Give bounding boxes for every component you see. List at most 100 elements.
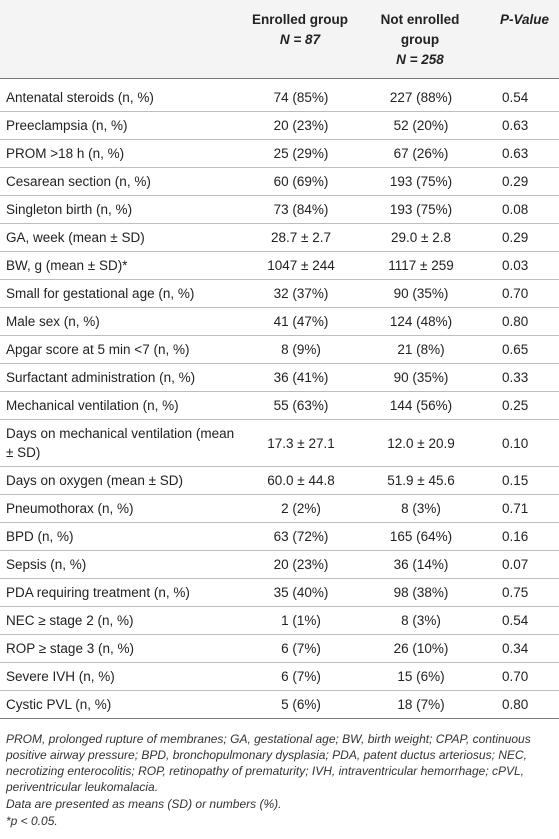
cell-enrolled: 8 (9%) <box>240 335 360 364</box>
row-label: Mechanical ventilation (n, %) <box>0 391 240 420</box>
cell-enrolled: 32 (37%) <box>240 279 360 308</box>
header-not-enrolled-n: N = 258 <box>396 52 444 67</box>
table-row: BPD (n, %) 63 (72%) 165 (64%) 0.16 <box>0 522 559 551</box>
table-row: Sepsis (n, %) 20 (23%) 36 (14%) 0.07 <box>0 550 559 579</box>
table-row: Male sex (n, %) 41 (47%) 124 (48%) 0.80 <box>0 307 559 336</box>
table-row: PDA requiring treatment (n, %) 35 (40%) 98… <box>0 578 559 607</box>
cell-enrolled: 35 (40%) <box>240 578 360 607</box>
footnote-significance: *p < 0.05. <box>6 814 58 828</box>
cell-p-value: 0.29 <box>480 167 559 196</box>
header-enrolled-n: N = 87 <box>279 32 321 47</box>
table-row: Antenatal steroids (n, %) 74 (85%) 227 (88… <box>0 78 559 112</box>
cell-enrolled: 63 (72%) <box>240 522 360 551</box>
header-p-value-label: P-Value <box>500 12 550 27</box>
cell-not-enrolled: 124 (48%) <box>360 307 480 336</box>
row-label: Days on mechanical ventilation (mean ± S… <box>0 419 240 467</box>
cell-p-value: 0.25 <box>480 391 559 420</box>
cell-p-value: 0.65 <box>480 335 559 364</box>
cell-not-enrolled: 36 (14%) <box>360 550 480 579</box>
table-row: NEC ≥ stage 2 (n, %) 1 (1%) 8 (3%) 0.54 <box>0 606 559 635</box>
row-label: Severe IVH (n, %) <box>0 662 240 691</box>
cell-not-enrolled: 90 (35%) <box>360 279 480 308</box>
cell-enrolled: 74 (85%) <box>240 78 360 112</box>
row-label: Cesarean section (n, %) <box>0 167 240 196</box>
table-row: PROM >18 h (n, %) 25 (29%) 67 (26%) 0.63 <box>0 139 559 168</box>
table-row: Severe IVH (n, %) 6 (7%) 15 (6%) 0.70 <box>0 662 559 691</box>
header-not-enrolled-title: Not enrolled <box>380 12 460 27</box>
cell-enrolled: 60 (69%) <box>240 167 360 196</box>
table-footnotes: PROM, prolonged rupture of membranes; GA… <box>0 719 559 829</box>
cell-p-value: 0.29 <box>480 223 559 252</box>
cell-not-enrolled: 8 (3%) <box>360 606 480 635</box>
table-row: Preeclampsia (n, %) 20 (23%) 52 (20%) 0.63 <box>0 111 559 140</box>
row-label: Antenatal steroids (n, %) <box>0 78 240 112</box>
row-label: PDA requiring treatment (n, %) <box>0 578 240 607</box>
cell-enrolled: 41 (47%) <box>240 307 360 336</box>
cell-not-enrolled: 144 (56%) <box>360 391 480 420</box>
cell-enrolled: 1 (1%) <box>240 606 360 635</box>
row-label: Cystic PVL (n, %) <box>0 690 240 719</box>
cell-p-value: 0.80 <box>480 690 559 719</box>
table-row: Pneumothorax (n, %) 2 (2%) 8 (3%) 0.71 <box>0 494 559 523</box>
row-label: Small for gestational age (n, %) <box>0 279 240 308</box>
row-label: NEC ≥ stage 2 (n, %) <box>0 606 240 635</box>
table-row: Apgar score at 5 min <7 (n, %) 8 (9%) 21 (… <box>0 335 559 364</box>
cell-not-enrolled: 52 (20%) <box>360 111 480 140</box>
cell-not-enrolled: 90 (35%) <box>360 363 480 392</box>
row-label: BPD (n, %) <box>0 522 240 551</box>
cell-not-enrolled: 51.9 ± 45.6 <box>360 466 480 495</box>
cell-p-value: 0.15 <box>480 466 559 495</box>
cell-p-value: 0.54 <box>480 606 559 635</box>
row-label: Pneumothorax (n, %) <box>0 494 240 523</box>
table-row: Cystic PVL (n, %) 5 (6%) 18 (7%) 0.80 <box>0 690 559 719</box>
cell-not-enrolled: 165 (64%) <box>360 522 480 551</box>
cell-p-value: 0.07 <box>480 550 559 579</box>
cell-not-enrolled: 29.0 ± 2.8 <box>360 223 480 252</box>
cell-enrolled: 1047 ± 244 <box>240 251 360 280</box>
cell-not-enrolled: 15 (6%) <box>360 662 480 691</box>
header-not-enrolled: Not enrolled group N = 258 <box>360 0 480 79</box>
row-label: Surfactant administration (n, %) <box>0 363 240 392</box>
header-not-enrolled-title-2: group <box>400 32 440 47</box>
table-row: Mechanical ventilation (n, %) 55 (63%) 144… <box>0 391 559 420</box>
footnote-abbreviations: PROM, prolonged rupture of membranes; GA… <box>6 732 531 794</box>
cell-p-value: 0.33 <box>480 363 559 392</box>
header-empty <box>0 0 240 79</box>
cell-p-value: 0.03 <box>480 251 559 280</box>
cell-not-enrolled: 8 (3%) <box>360 494 480 523</box>
header-p-value: P-Value <box>480 0 559 79</box>
cell-enrolled: 17.3 ± 27.1 <box>240 419 360 467</box>
cell-not-enrolled: 18 (7%) <box>360 690 480 719</box>
table-header: Enrolled group N = 87 Not enrolled group… <box>0 0 559 79</box>
row-label: Sepsis (n, %) <box>0 550 240 579</box>
table-row: Surfactant administration (n, %) 36 (41%)… <box>0 363 559 392</box>
cell-p-value: 0.34 <box>480 634 559 663</box>
cell-not-enrolled: 227 (88%) <box>360 78 480 112</box>
table-row: Small for gestational age (n, %) 32 (37%)… <box>0 279 559 308</box>
cell-enrolled: 36 (41%) <box>240 363 360 392</box>
cell-not-enrolled: 98 (38%) <box>360 578 480 607</box>
cell-enrolled: 20 (23%) <box>240 111 360 140</box>
cell-enrolled: 6 (7%) <box>240 634 360 663</box>
table-body: Antenatal steroids (n, %) 74 (85%) 227 (88… <box>0 78 559 719</box>
cell-not-enrolled: 21 (8%) <box>360 335 480 364</box>
cell-enrolled: 25 (29%) <box>240 139 360 168</box>
cell-enrolled: 6 (7%) <box>240 662 360 691</box>
cell-enrolled: 73 (84%) <box>240 195 360 224</box>
data-table: Enrolled group N = 87 Not enrolled group… <box>0 0 559 719</box>
row-label: ROP ≥ stage 3 (n, %) <box>0 634 240 663</box>
cell-enrolled: 20 (23%) <box>240 550 360 579</box>
cell-not-enrolled: 12.0 ± 20.9 <box>360 419 480 467</box>
row-label: Days on oxygen (mean ± SD) <box>0 466 240 495</box>
cell-not-enrolled: 67 (26%) <box>360 139 480 168</box>
table-row: GA, week (mean ± SD) 28.7 ± 2.7 29.0 ± 2.8… <box>0 223 559 252</box>
cell-enrolled: 55 (63%) <box>240 391 360 420</box>
header-enrolled-title: Enrolled group <box>252 12 348 27</box>
cell-enrolled: 60.0 ± 44.8 <box>240 466 360 495</box>
row-label: Male sex (n, %) <box>0 307 240 336</box>
cell-not-enrolled: 193 (75%) <box>360 195 480 224</box>
cell-not-enrolled: 26 (10%) <box>360 634 480 663</box>
table-row: Singleton birth (n, %) 73 (84%) 193 (75%) 0… <box>0 195 559 224</box>
cell-p-value: 0.16 <box>480 522 559 551</box>
